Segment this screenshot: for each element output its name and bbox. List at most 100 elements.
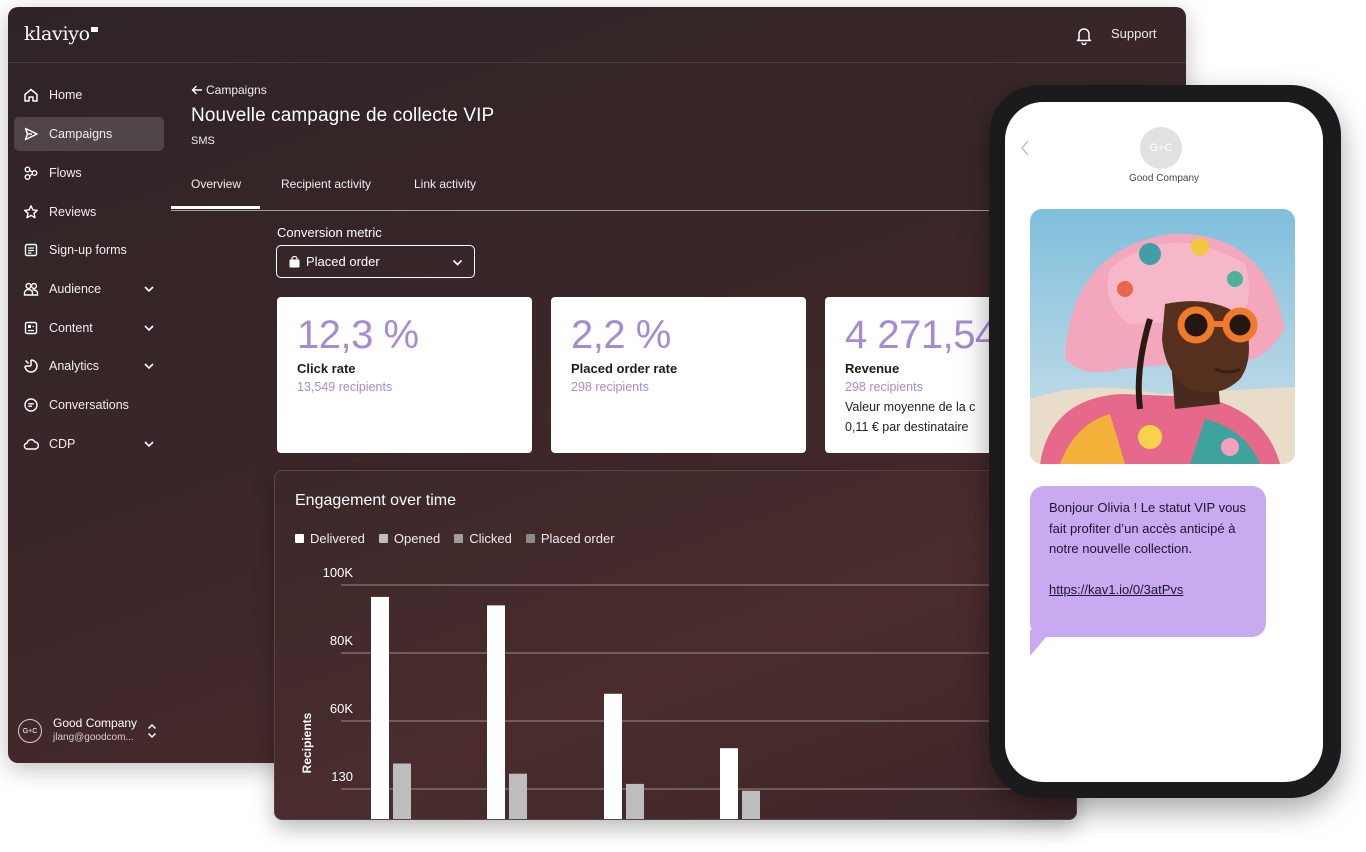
sidebar-item-analytics[interactable]: Analytics xyxy=(14,349,164,383)
account-email: jlang@goodcom... xyxy=(53,732,134,743)
cloud-icon xyxy=(23,438,39,450)
star-icon xyxy=(24,205,38,219)
bar-delivered xyxy=(371,596,389,819)
bubble-tail xyxy=(1030,630,1052,656)
sidebar-item-label: Sign-up forms xyxy=(49,243,127,257)
chevron-down-icon xyxy=(144,286,154,293)
sidebar-item-label: Home xyxy=(49,88,83,102)
tab-link-activity[interactable]: Link activity xyxy=(414,177,477,191)
phone-screen: G+C Good Company xyxy=(1005,102,1323,782)
sidebar-item-label: CDP xyxy=(49,437,76,451)
tab-recipient-activity[interactable]: Recipient activity xyxy=(281,177,372,191)
y-tick-label: 60K xyxy=(330,701,353,716)
sidebar-item-audience[interactable]: Audience xyxy=(14,272,164,306)
chevron-down-icon xyxy=(144,363,154,370)
chevron-down-icon xyxy=(144,325,154,332)
mms-image-woman-hat-sunglasses[interactable] xyxy=(1030,209,1295,464)
audience-icon xyxy=(23,282,39,296)
contact-avatar: G+C xyxy=(1140,127,1182,169)
avatar: G+C xyxy=(18,719,42,743)
send-icon xyxy=(24,127,38,141)
engagement-title: Engagement over time xyxy=(295,492,456,509)
flows-icon xyxy=(24,166,38,180)
y-tick-label: 80K xyxy=(330,633,353,648)
stat-value: 2,2 % xyxy=(571,313,671,357)
sidebar-item-label: Content xyxy=(49,321,93,335)
back-to-campaigns-link[interactable]: Campaigns xyxy=(191,83,267,97)
sms-message-bubble: Bonjour Olivia ! Le statut VIP vous fait… xyxy=(1030,486,1266,637)
contact-name: Good Company xyxy=(1128,173,1200,184)
sidebar-item-label: Flows xyxy=(49,166,82,180)
y-axis-label: Recipients xyxy=(300,712,314,773)
sidebar-item-reviews[interactable]: Reviews xyxy=(14,195,164,229)
phone-mockup: G+C Good Company xyxy=(989,85,1341,798)
bar-opened xyxy=(509,773,527,819)
campaign-channel: SMS xyxy=(191,135,215,147)
stat-recipients: 298 recipients xyxy=(845,380,923,394)
chevron-up-down-icon xyxy=(147,723,157,739)
stat-label: Click rate xyxy=(297,361,356,376)
y-tick-label: 100K xyxy=(323,565,354,580)
tab-overview[interactable]: Overview xyxy=(170,177,261,209)
stat-card-click-rate: 12,3 % Click rate 13,549 recipients xyxy=(277,297,532,453)
back-link-label: Campaigns xyxy=(206,83,267,97)
content-icon xyxy=(24,321,38,335)
stat-card-placed-order-rate: 2,2 % Placed order rate 298 recipients xyxy=(551,297,806,453)
chat-icon xyxy=(24,398,38,412)
sidebar-item-flows[interactable]: Flows xyxy=(14,156,164,190)
legend-item-placed-order[interactable]: Placed order xyxy=(525,531,615,546)
engagement-panel: Engagement over time Delivered Opened Cl… xyxy=(274,470,1077,820)
chart-legend: Delivered Opened Clicked Placed order xyxy=(295,531,629,546)
engagement-bar-chart: 100K 80K 60K 130 Recipients xyxy=(300,565,1076,819)
legend-item-delivered[interactable]: Delivered xyxy=(295,531,365,546)
conversion-metric-select[interactable]: Placed order xyxy=(276,245,475,278)
bar-delivered xyxy=(487,605,505,819)
conversion-metric-value: Placed order xyxy=(306,254,380,269)
sidebar-item-home[interactable]: Home xyxy=(14,78,164,112)
stat-recipients: 13,549 recipients xyxy=(297,380,393,394)
bell-icon[interactable] xyxy=(1075,25,1093,45)
sidebar-item-conversations[interactable]: Conversations xyxy=(14,388,164,422)
analytics-icon xyxy=(24,359,38,373)
conversion-metric-label: Conversion metric xyxy=(277,225,382,240)
tab-bar: Overview Recipient activity Link activit… xyxy=(170,167,1186,211)
support-link[interactable]: Support xyxy=(1111,26,1157,41)
stat-value: 12,3 % xyxy=(297,313,419,357)
bar-opened xyxy=(393,763,411,819)
home-icon xyxy=(24,88,38,102)
form-icon xyxy=(24,243,38,257)
sidebar: Home Campaigns Flows Reviews Sign-up for… xyxy=(8,63,172,763)
stat-label: Revenue xyxy=(845,361,900,376)
chevron-down-icon xyxy=(452,259,463,266)
sidebar-item-campaigns[interactable]: Campaigns xyxy=(14,117,164,151)
chevron-left-icon[interactable] xyxy=(1019,138,1031,158)
sidebar-item-content[interactable]: Content xyxy=(14,311,164,345)
bar-delivered xyxy=(720,748,738,819)
stat-average-value-label: Valeur moyenne de la c xyxy=(845,400,976,414)
sidebar-item-label: Reviews xyxy=(49,205,97,219)
sidebar-item-label: Conversations xyxy=(49,398,129,412)
stat-label: Placed order rate xyxy=(571,361,678,376)
bar-opened xyxy=(626,783,644,819)
sidebar-item-label: Analytics xyxy=(49,359,100,373)
arrow-left-icon xyxy=(191,85,202,95)
legend-item-clicked[interactable]: Clicked xyxy=(454,531,512,546)
klaviyo-logo[interactable]: klaviyo xyxy=(24,23,98,45)
stat-per-recipient: 0,11 € par destinataire xyxy=(845,420,969,434)
sms-message-link[interactable]: https://kav1.io/0/3atPvs xyxy=(1049,581,1184,597)
stat-value: 4 271,54 xyxy=(845,313,997,357)
bar-opened xyxy=(742,790,760,819)
account-name: Good Company xyxy=(53,716,138,730)
sms-message-text: Bonjour Olivia ! Le statut VIP vous fait… xyxy=(1049,500,1247,556)
account-switcher[interactable]: G+C Good Company jlang@goodcom... xyxy=(18,713,168,753)
sidebar-item-signup-forms[interactable]: Sign-up forms xyxy=(14,233,164,267)
page-title: Nouvelle campagne de collecte VIP xyxy=(191,105,495,126)
sidebar-item-label: Audience xyxy=(49,282,102,296)
top-bar: klaviyo Support xyxy=(8,7,1186,63)
stat-recipients: 298 recipients xyxy=(571,380,649,394)
legend-item-opened[interactable]: Opened xyxy=(378,531,440,546)
bar-delivered xyxy=(604,693,622,819)
sidebar-item-label: Campaigns xyxy=(49,127,113,141)
y-tick-label: 130 xyxy=(331,769,353,784)
sidebar-item-cdp[interactable]: CDP xyxy=(14,427,164,461)
